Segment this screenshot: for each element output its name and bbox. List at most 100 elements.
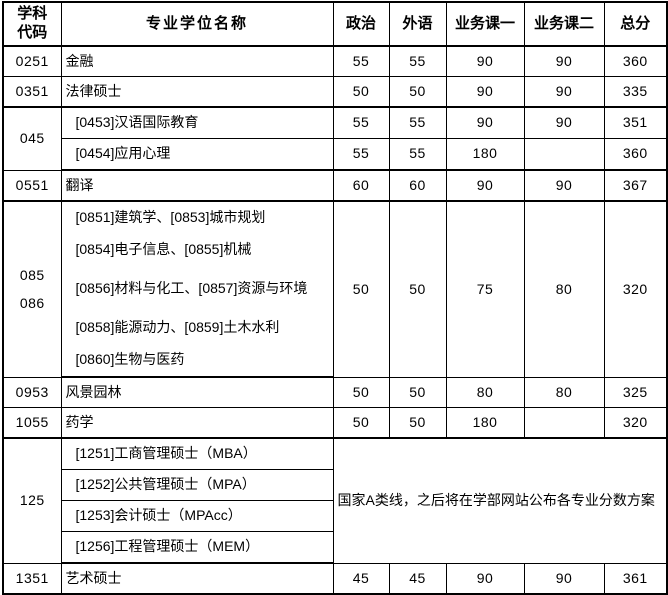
- cell-subject-code-line1: 085: [19, 267, 45, 284]
- table-row: 125 [1251]工商管理硕士（MBA） 国家A类线，之后将在学部网站公布各专…: [2, 437, 668, 564]
- cell-subject-code: 0953: [2, 376, 62, 408]
- cell-major-name: [1252]公共管理硕士（MPA）: [60, 469, 334, 501]
- header-politics: 政治: [332, 1, 390, 47]
- cell-total: 360: [603, 45, 668, 77]
- table-row: 0551 翻译 60 60 90 90 367: [2, 169, 668, 202]
- cell-business1: 180: [445, 138, 525, 171]
- cell-total: 320: [603, 407, 668, 439]
- cell-foreign: 50: [388, 407, 447, 439]
- table-row: 0953 风景园林 50 50 80 80 325: [2, 376, 668, 408]
- cell-major-name: 艺术硕士: [60, 562, 334, 595]
- cell-subject-code: 125: [2, 437, 62, 564]
- table-row: [0854]电子信息、[0855]机械: [3, 234, 667, 266]
- cell-business1: 90: [445, 76, 525, 108]
- cell-subject-code: 1055: [2, 407, 62, 439]
- header-subject-code-line1: 学科: [17, 5, 48, 23]
- table-header-row: 学科 代码 专业学位名称 政治 外语 业务课一 业务课二 总分: [2, 1, 668, 47]
- cell-major-name: 翻译: [60, 169, 334, 202]
- cell-foreign: 55: [388, 106, 447, 139]
- cell-major-name: [1251]工商管理硕士（MBA）: [60, 437, 334, 470]
- cell-foreign: 50: [388, 376, 447, 408]
- cell-business1: 180: [445, 407, 525, 439]
- cell-subject-code: 0351: [2, 76, 62, 108]
- cell-politics: 60: [332, 169, 390, 202]
- cell-politics: 50: [332, 376, 390, 408]
- header-total-score: 总分: [603, 1, 668, 47]
- cell-business2: 90: [523, 562, 605, 595]
- cell-total: 367: [603, 169, 668, 202]
- table-row: [1252]公共管理硕士（MPA）: [3, 469, 667, 501]
- cell-business2: 80: [523, 200, 605, 378]
- cell-major-name: [0860]生物与医药: [60, 344, 334, 378]
- cell-foreign: 55: [388, 45, 447, 77]
- cell-total: 351: [603, 106, 668, 139]
- header-foreign-language: 外语: [388, 1, 447, 47]
- cell-politics: 50: [332, 407, 390, 439]
- table-row: 045 [0453]汉语国际教育 55 55 90 90 351: [2, 106, 668, 171]
- cell-politics: 45: [332, 562, 390, 595]
- cell-total: 335: [603, 76, 668, 108]
- cell-business1: 90: [445, 169, 525, 202]
- cell-business1: 90: [445, 106, 525, 139]
- cell-subject-code: 0551: [2, 169, 62, 202]
- cell-major-name: [0453]汉语国际教育: [60, 106, 334, 139]
- cell-subject-code: 0251: [2, 45, 62, 77]
- header-subject-code: 学科 代码: [2, 1, 62, 47]
- cell-business1: 90: [445, 45, 525, 77]
- cell-major-name: [1256]工程管理硕士（MEM）: [60, 531, 334, 564]
- cell-total: 325: [603, 376, 668, 408]
- cell-major-name: [0858]能源动力、[0859]土木水利: [60, 312, 334, 344]
- table-row: 1351 艺术硕士 45 45 90 90 361: [2, 562, 668, 595]
- cell-politics: 55: [332, 106, 390, 139]
- cell-politics: 50: [332, 76, 390, 108]
- cell-foreign: 45: [388, 562, 447, 595]
- cell-major-name: 金融: [60, 45, 334, 77]
- cell-subject-code: 045: [2, 106, 62, 171]
- cell-score-note: 国家A类线，之后将在学部网站公布各专业分数方案: [332, 437, 668, 564]
- table-row: [0858]能源动力、[0859]土木水利: [3, 312, 667, 344]
- cell-business2: [523, 138, 605, 171]
- cell-major-name: [0851]建筑学、[0853]城市规划: [60, 200, 334, 234]
- cell-subject-code: 085 086: [2, 200, 62, 378]
- cell-foreign: 60: [388, 169, 447, 202]
- cell-business1: 90: [445, 562, 525, 595]
- table-row: [0860]生物与医药: [3, 344, 667, 378]
- table-row: [0856]材料与化工、[0857]资源与环境: [3, 266, 667, 312]
- cell-total: 360: [603, 138, 668, 171]
- table-row: [0454]应用心理 55 55 180 360: [3, 138, 668, 171]
- cell-major-name: [0854]电子信息、[0855]机械: [60, 234, 334, 266]
- cell-total: 361: [603, 562, 668, 595]
- cell-politics: 55: [332, 138, 390, 171]
- header-subject-code-line2: 代码: [17, 24, 48, 41]
- cell-subject-code-line2: 086: [19, 295, 45, 312]
- cell-major-name: [0454]应用心理: [60, 138, 334, 171]
- cell-business2: 80: [523, 376, 605, 408]
- table-row: 1055 药学 50 50 180 320: [2, 407, 668, 439]
- cell-major-name: 风景园林: [60, 376, 334, 408]
- cell-major-name: 药学: [60, 407, 334, 439]
- cell-politics: 50: [332, 200, 390, 378]
- cell-major-name: 法律硕士: [60, 76, 334, 108]
- cell-business2: [523, 407, 605, 439]
- cell-business2: 90: [523, 76, 605, 108]
- cell-foreign: 50: [388, 76, 447, 108]
- header-business-course-2: 业务课二: [523, 1, 605, 47]
- cell-business1: 80: [445, 376, 525, 408]
- cell-politics: 55: [332, 45, 390, 77]
- cell-total: 320: [603, 200, 668, 378]
- cell-major-name: [0856]材料与化工、[0857]资源与环境: [60, 266, 334, 312]
- cell-foreign: 50: [388, 200, 447, 378]
- table-row: 0251 金融 55 55 90 90 360: [2, 45, 668, 77]
- cell-business2: 90: [523, 45, 605, 77]
- header-business-course-1: 业务课一: [445, 1, 525, 47]
- cell-business2: 90: [523, 169, 605, 202]
- cell-business1: 75: [445, 200, 525, 378]
- table-row: 0351 法律硕士 50 50 90 90 335: [2, 76, 668, 108]
- table-row: 085 086 [0851]建筑学、[0853]城市规划 50 50 75 80…: [2, 200, 668, 378]
- cell-business2: 90: [523, 106, 605, 139]
- header-major-name: 专业学位名称: [60, 1, 334, 47]
- cell-major-name: [1253]会计硕士（MPAcc）: [60, 500, 334, 532]
- cell-subject-code: 1351: [2, 562, 62, 595]
